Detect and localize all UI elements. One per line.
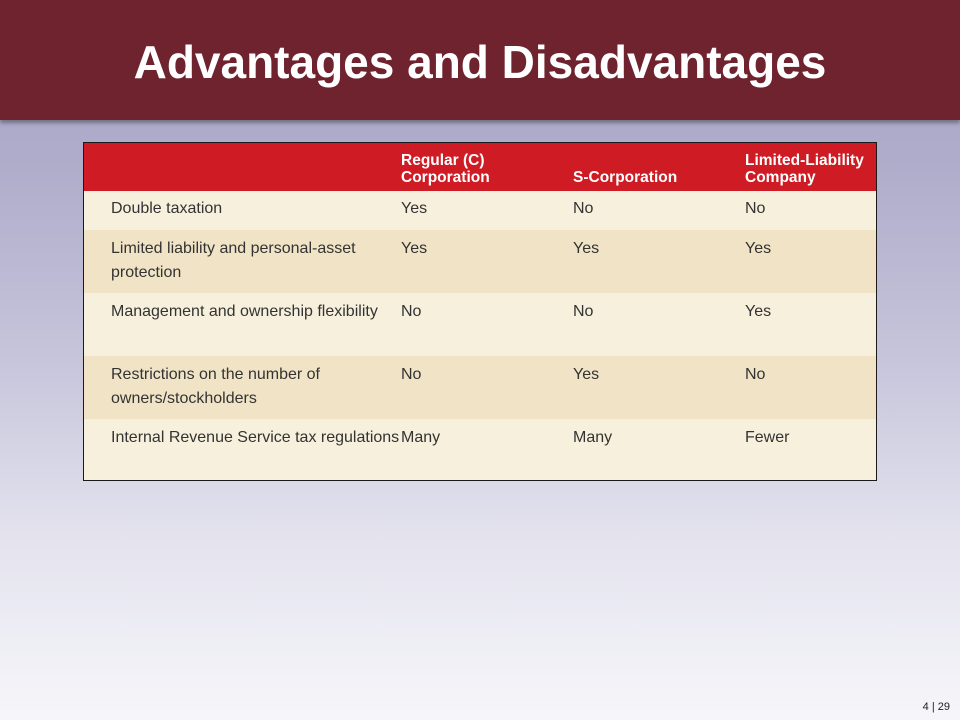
table-row: Restrictions on the number of owners/sto… bbox=[84, 356, 876, 419]
table-cell: No bbox=[573, 303, 594, 320]
table-cell: No bbox=[745, 200, 766, 217]
row-label: Management and ownership flexibility bbox=[111, 303, 378, 320]
row-label: Limited liability and personal-asset pro… bbox=[111, 240, 356, 281]
table-cell: No bbox=[401, 303, 422, 320]
table-cell: Yes bbox=[745, 240, 772, 257]
table-cell: No bbox=[401, 366, 422, 383]
table-header-row: Regular (C) Corporation S-Corporation Li… bbox=[84, 143, 876, 191]
header-cell-c-corporation: Regular (C) Corporation bbox=[401, 152, 490, 186]
table-cell: Yes bbox=[745, 303, 772, 320]
table-cell: Yes bbox=[573, 240, 600, 257]
header-cell-criteria bbox=[84, 143, 401, 191]
title-bar bbox=[0, 0, 960, 120]
table-cell: Yes bbox=[401, 240, 428, 257]
row-label: Restrictions on the number of owners/sto… bbox=[111, 366, 320, 407]
table-cell: Many bbox=[573, 429, 613, 446]
comparison-table: Regular (C) Corporation S-Corporation Li… bbox=[83, 142, 877, 481]
slide-title: Advantages and Disadvantages bbox=[133, 36, 827, 88]
table-cell: Yes bbox=[401, 200, 428, 217]
table-cell: No bbox=[745, 366, 766, 383]
table-row: Management and ownership flexibility No … bbox=[84, 293, 876, 356]
header-cell-s-corporation: S-Corporation bbox=[573, 169, 678, 186]
table-cell: Fewer bbox=[745, 429, 790, 446]
table-cell: Yes bbox=[573, 366, 600, 383]
table-row: Limited liability and personal-asset pro… bbox=[84, 230, 876, 293]
header-cell-llc: Limited-Liability Company bbox=[745, 152, 864, 186]
table-row: Internal Revenue Service tax regulations… bbox=[84, 419, 876, 480]
table-cell: Many bbox=[401, 429, 441, 446]
row-label: Internal Revenue Service tax regulations bbox=[111, 429, 400, 446]
table-row: Double taxation Yes No No bbox=[84, 191, 876, 230]
row-label: Double taxation bbox=[111, 200, 223, 217]
table-cell: No bbox=[573, 200, 594, 217]
slide-page-number: 4 | 29 bbox=[922, 701, 950, 713]
